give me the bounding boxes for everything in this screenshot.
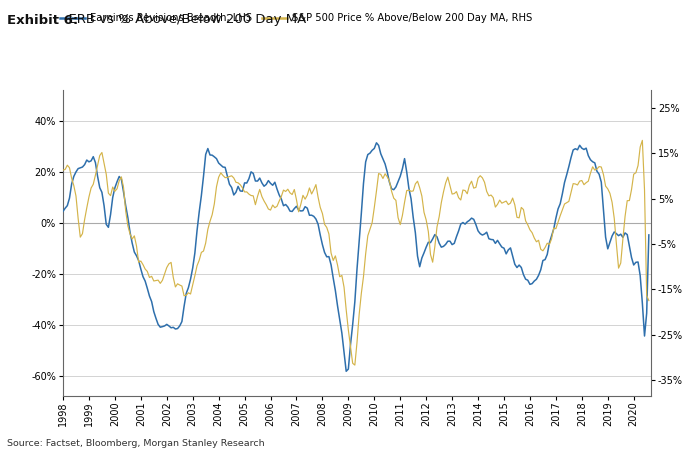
Legend: Earnings Revisions Breadth, LHS, S&P 500 Price % Above/Below 200 Day MA, RHS: Earnings Revisions Breadth, LHS, S&P 500… xyxy=(56,9,536,27)
Text: Source: Factset, Bloomberg, Morgan Stanley Research: Source: Factset, Bloomberg, Morgan Stanl… xyxy=(7,439,265,448)
Text: ERB vs % Above/Below 200 Day MA: ERB vs % Above/Below 200 Day MA xyxy=(60,14,306,27)
Text: Exhibit 6:: Exhibit 6: xyxy=(7,14,78,27)
